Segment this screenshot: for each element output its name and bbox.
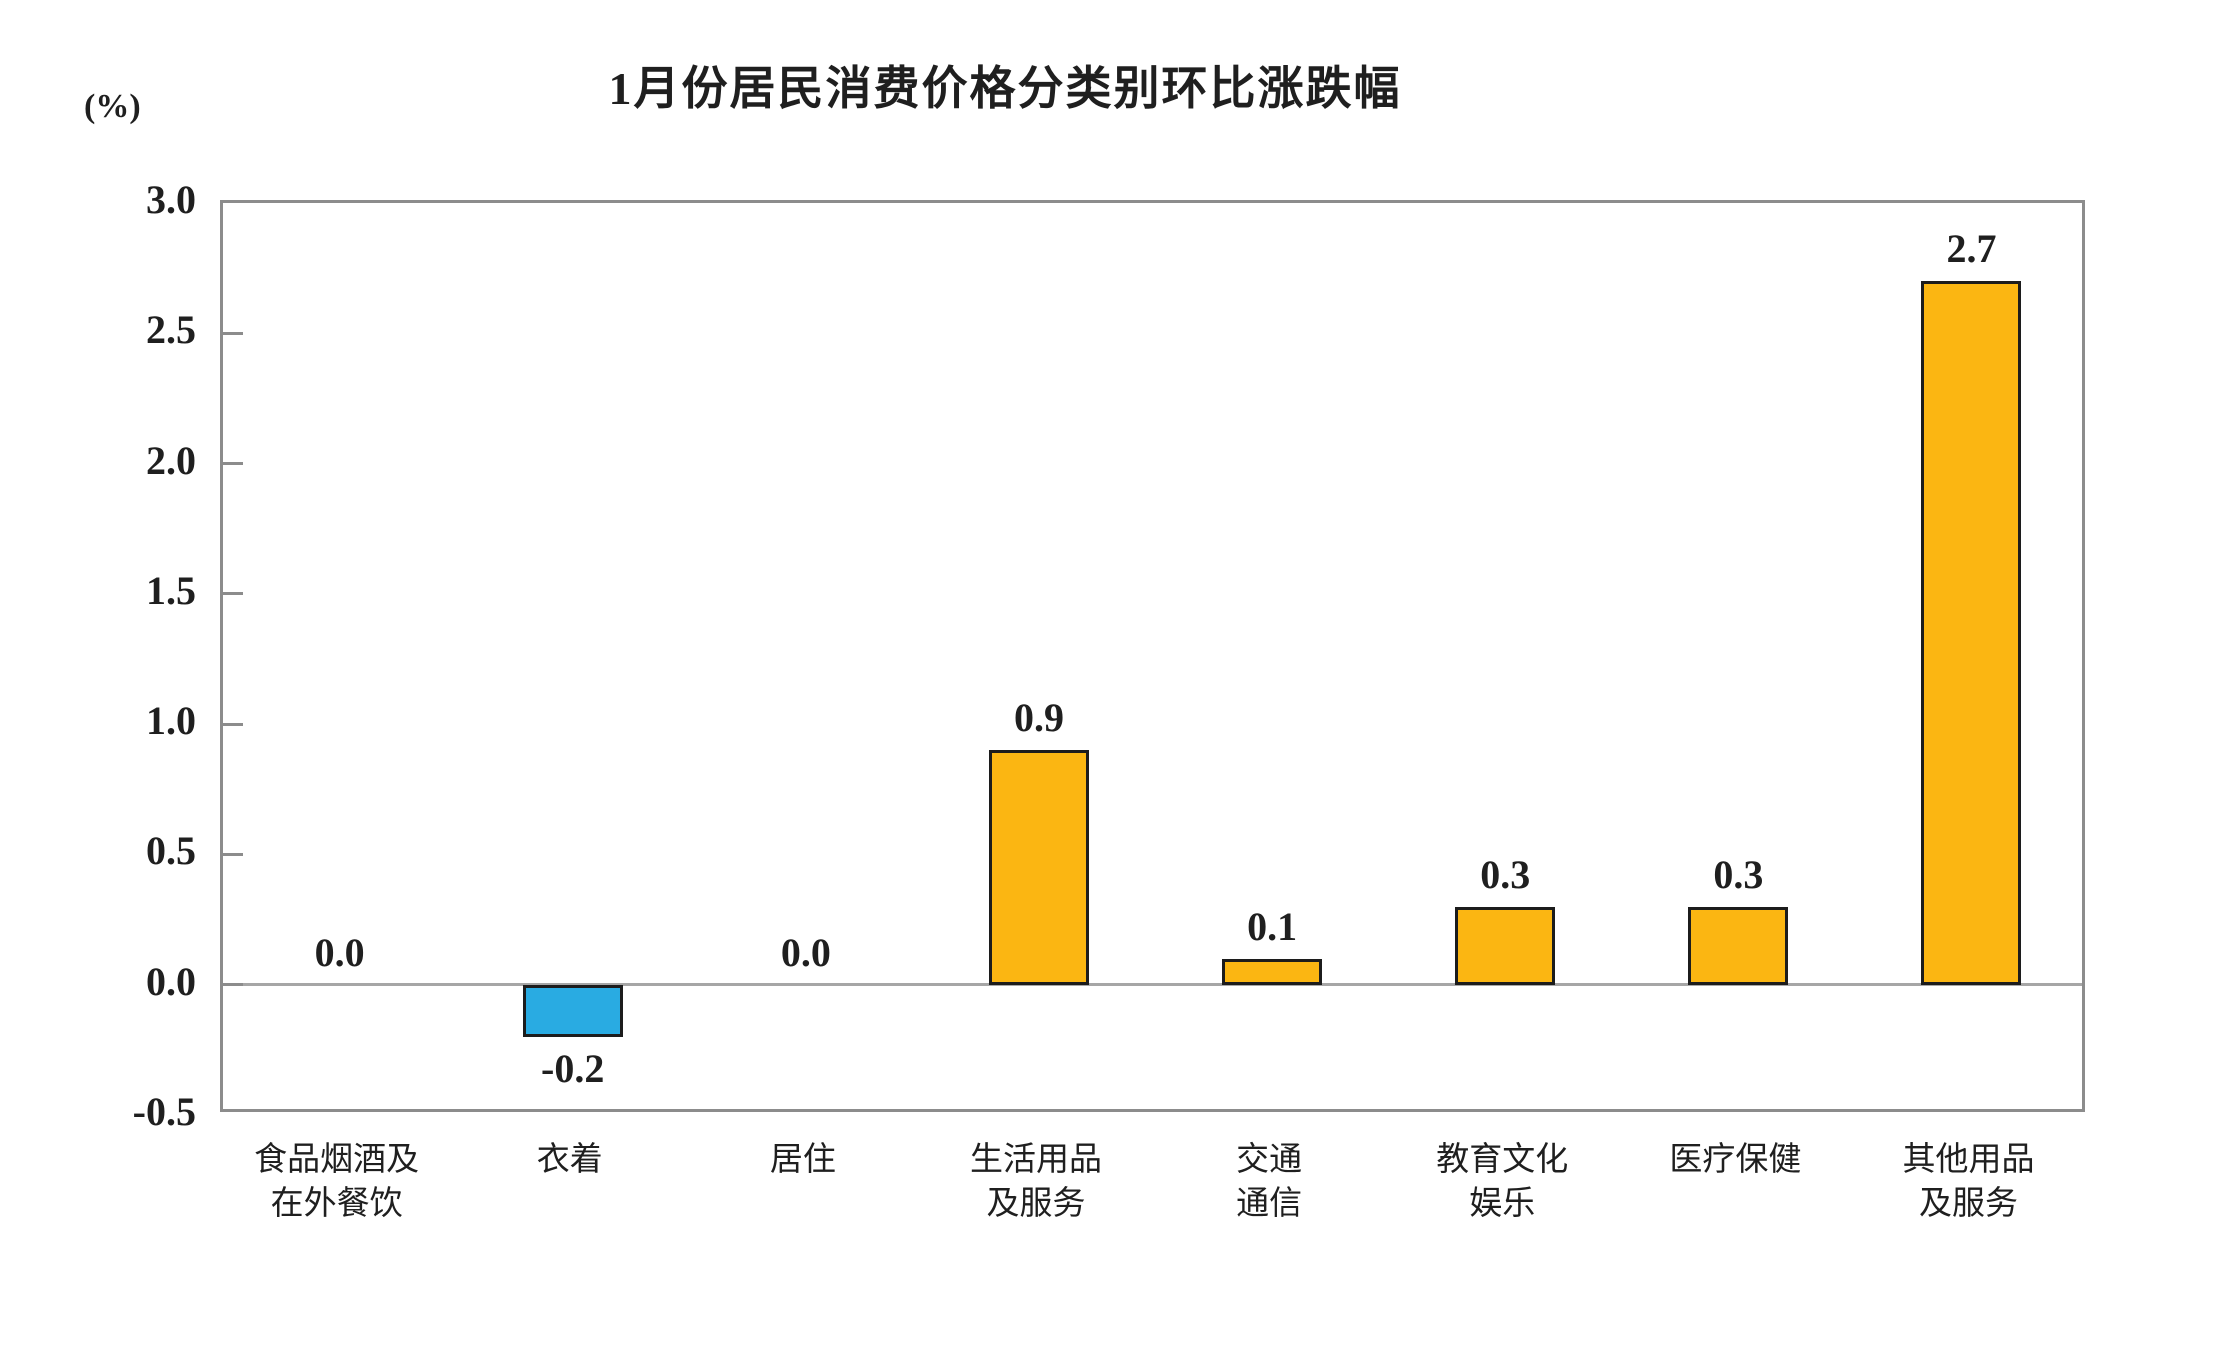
category-label: 其他用品 及服务	[1902, 1142, 2035, 1222]
y-tick-label: -0.5	[132, 1089, 196, 1134]
y-axis-tick-mark	[223, 331, 243, 335]
category-label: 生活用品 及服务	[969, 1142, 1102, 1222]
y-axis-tick-mark	[223, 462, 243, 466]
y-tick-label: 0.5	[146, 828, 196, 874]
bar-category-7	[1921, 281, 2022, 985]
y-tick-label: 1.5	[146, 567, 196, 613]
bar-category-3	[988, 750, 1089, 985]
bar-category-1	[522, 984, 623, 1037]
y-axis-unit-label: (%)	[84, 88, 141, 125]
y-tick-label: 3.0	[146, 177, 196, 222]
y-axis-tick-mark	[223, 983, 243, 987]
bar-category-4	[1222, 958, 1323, 985]
y-tick-label: 1.0	[146, 698, 196, 744]
zero-axis-line	[223, 983, 2082, 987]
bar-value-label: -0.2	[541, 1045, 605, 1091]
category-label: 衣着	[536, 1142, 603, 1178]
bar-value-label: 0.3	[1713, 851, 1764, 897]
y-axis-tick-mark	[223, 852, 243, 856]
bar-value-label: 0.9	[1013, 695, 1064, 741]
bar-value-label: 0.0	[780, 929, 831, 975]
bar-value-label: 2.7	[1946, 226, 1997, 272]
y-tick-label: 2.5	[146, 307, 196, 353]
category-label: 居住	[769, 1142, 836, 1178]
category-label: 医疗保健	[1669, 1142, 1802, 1178]
y-tick-label: 0.0	[146, 958, 196, 1004]
y-axis-tick-mark	[223, 592, 243, 596]
y-tick-label: 2.0	[146, 437, 196, 483]
bar-category-5	[1455, 906, 1556, 985]
bar-value-label: 0.0	[314, 929, 365, 975]
category-label: 教育文化 娱乐	[1436, 1142, 1569, 1222]
y-axis-tick-mark	[223, 722, 243, 726]
chart-title: 1月份居民消费价格分类别环比涨跌幅	[608, 63, 1402, 114]
bar-value-label: 0.1	[1247, 903, 1298, 949]
bar-value-label: 0.3	[1480, 851, 1531, 897]
plot-area: 0.0 -0.2 0.0 0.9 0.1 0.3 0.3 2.7	[220, 200, 2085, 1112]
category-label: 食品烟酒及 在外餐饮	[254, 1142, 420, 1222]
bar-category-6	[1688, 906, 1789, 985]
category-label: 交通 通信	[1236, 1142, 1303, 1222]
